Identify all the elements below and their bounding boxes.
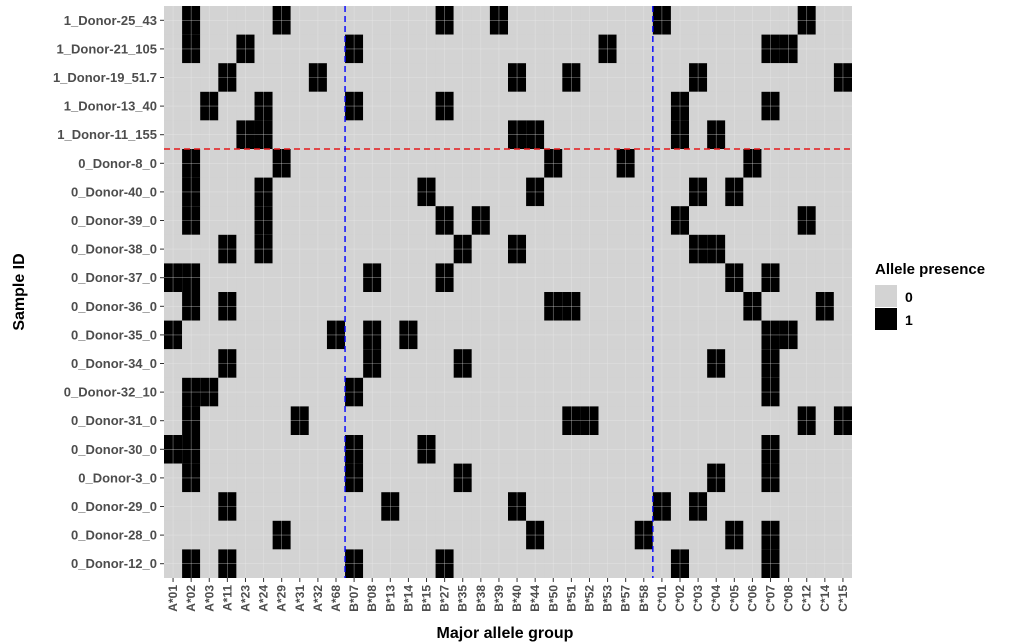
x-axis-ticks: A*01 A*02 A*03 A*11 A*23 A*24 A*29 A*31 A*32 A*68… xyxy=(166,578,850,612)
y-tick-label: 0_Donor-31_0 xyxy=(71,413,157,428)
x-tick-label: B*40 xyxy=(510,585,524,612)
y-tick-label: 0_Donor-28_0 xyxy=(71,528,157,543)
gridlines-layer xyxy=(164,6,852,578)
y-tick-label: 1_Donor-19_51.7 xyxy=(53,70,157,85)
y-tick-label: 0_Donor-40_0 xyxy=(71,184,157,199)
legend-label-0: 0 xyxy=(905,289,913,305)
x-axis-title: Major allele group xyxy=(437,625,574,642)
x-tick-label: A*02 xyxy=(184,585,198,612)
x-tick-label: C*03 xyxy=(691,585,705,612)
x-tick-label: C*12 xyxy=(800,585,814,612)
y-tick-label: 0_Donor-12_0 xyxy=(71,556,157,571)
y-tick-label: 0_Donor-29_0 xyxy=(71,499,157,514)
reference-lines-layer xyxy=(164,6,852,578)
y-tick-label: 0_Donor-3_0 xyxy=(78,470,157,485)
legend-label-1: 1 xyxy=(905,312,913,328)
x-tick-label: A*11 xyxy=(220,585,234,611)
x-tick-label: B*53 xyxy=(601,585,615,612)
x-tick-label: B*50 xyxy=(546,585,560,612)
x-tick-label: C*05 xyxy=(727,585,741,612)
y-tick-label: 0_Donor-30_0 xyxy=(71,442,157,457)
legend-swatch-0 xyxy=(875,285,897,307)
y-tick-label: 0_Donor-34_0 xyxy=(71,356,157,371)
x-tick-label: A*23 xyxy=(238,585,252,612)
legend: Allele presence 0 1 xyxy=(875,261,985,330)
x-tick-label: B*08 xyxy=(365,585,379,612)
x-tick-label: B*27 xyxy=(438,585,452,612)
y-tick-label: 0_Donor-38_0 xyxy=(71,242,157,257)
x-tick-label: B*57 xyxy=(619,585,633,612)
legend-title: Allele presence xyxy=(875,261,985,278)
x-tick-label: B*39 xyxy=(492,585,506,612)
x-tick-label: B*44 xyxy=(528,585,542,612)
x-tick-label: A*68 xyxy=(329,585,343,612)
x-tick-label: B*15 xyxy=(420,585,434,612)
x-tick-label: C*14 xyxy=(818,585,832,612)
y-tick-label: 0_Donor-32_10 xyxy=(64,385,157,400)
x-tick-label: B*58 xyxy=(637,585,651,612)
x-tick-label: B*51 xyxy=(564,585,578,612)
x-tick-label: C*06 xyxy=(745,585,759,612)
y-tick-label: 1_Donor-21_105 xyxy=(57,41,157,56)
y-tick-label: 1_Donor-25_43 xyxy=(64,13,157,28)
x-tick-label: B*38 xyxy=(474,585,488,612)
x-tick-label: C*01 xyxy=(655,585,669,612)
cells-layer xyxy=(164,6,852,578)
x-tick-label: C*04 xyxy=(709,585,723,612)
x-tick-label: B*13 xyxy=(383,585,397,612)
x-tick-label: A*29 xyxy=(275,585,289,612)
x-tick-label: A*32 xyxy=(311,585,325,612)
x-tick-label: C*02 xyxy=(673,585,687,612)
x-tick-label: A*24 xyxy=(257,585,271,612)
y-axis-ticks: 1_Donor-25_43 1_Donor-21_105 1_Donor-19_51… xyxy=(53,13,164,571)
x-tick-label: B*07 xyxy=(347,585,361,612)
y-axis-title: Sample ID xyxy=(11,253,28,330)
x-tick-label: B*14 xyxy=(401,585,415,612)
y-tick-label: 0_Donor-8_0 xyxy=(78,156,157,171)
x-tick-label: A*31 xyxy=(293,585,307,612)
x-tick-label: B*52 xyxy=(582,585,596,612)
x-tick-label: C*08 xyxy=(782,585,796,612)
y-tick-label: 0_Donor-36_0 xyxy=(71,299,157,314)
x-tick-label: C*15 xyxy=(836,585,850,612)
y-tick-label: 1_Donor-13_40 xyxy=(64,99,157,114)
y-tick-label: 0_Donor-39_0 xyxy=(71,213,157,228)
legend-swatch-1 xyxy=(875,308,897,330)
x-tick-label: A*03 xyxy=(202,585,216,612)
y-tick-label: 0_Donor-37_0 xyxy=(71,270,157,285)
x-tick-label: B*35 xyxy=(456,585,470,612)
x-tick-label: C*07 xyxy=(764,585,778,612)
y-tick-label: 1_Donor-11_155 xyxy=(57,127,157,142)
x-tick-label: A*01 xyxy=(166,585,180,612)
y-tick-label: 0_Donor-35_0 xyxy=(71,327,157,342)
